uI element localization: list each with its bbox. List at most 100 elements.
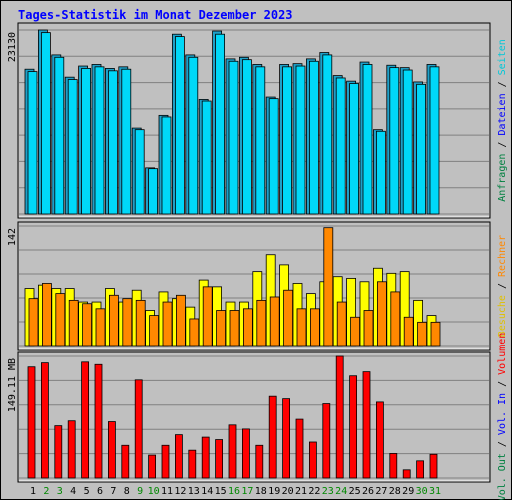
volume-bar-day-8 — [121, 444, 130, 479]
x-tick-label: 26 — [362, 486, 374, 497]
visits-bar-rechner-day-21 — [296, 308, 307, 347]
x-tick-label: 23 — [322, 486, 334, 497]
volume-bar-day-30 — [416, 460, 425, 479]
x-tick-label: 4 — [70, 486, 76, 497]
visits-bar-rechner-day-16 — [229, 310, 240, 347]
legend-segment: Vol. Out — [497, 453, 508, 500]
legend-segment: Volumen — [497, 333, 508, 375]
volume-bar-day-16 — [228, 424, 237, 479]
visits-bar-rechner-day-25 — [350, 316, 361, 347]
requests-bar-dateien-day-17 — [241, 59, 252, 215]
volume-bar-day-9 — [134, 379, 143, 479]
legend-segment: / — [497, 75, 508, 93]
visits-bar-rechner-day-20 — [283, 289, 294, 347]
legend-segment: Dateien — [497, 93, 508, 135]
legend-segment: / — [497, 375, 508, 393]
x-tick-label: 7 — [110, 486, 116, 497]
volume-panel-frame — [17, 351, 491, 483]
requests-bar-dateien-day-4 — [67, 79, 78, 215]
right-legend-top: Anfragen / Dateien / Seiten — [497, 39, 508, 202]
requests-bar-dateien-day-30 — [416, 83, 427, 215]
volume-bar-day-31 — [429, 453, 438, 479]
volume-bar-day-15 — [215, 439, 224, 479]
volume-bar-day-20 — [282, 398, 291, 479]
x-tick-label: 13 — [188, 486, 200, 497]
visits-bar-rechner-day-4 — [68, 299, 79, 347]
x-tick-label: 10 — [148, 486, 160, 497]
volume-bar-day-1 — [27, 366, 36, 479]
x-tick-label: 31 — [429, 486, 441, 497]
volume-bar-day-11 — [161, 444, 170, 479]
volume-bar-day-3 — [54, 425, 63, 479]
requests-bar-dateien-day-28 — [389, 67, 400, 215]
requests-bar-dateien-day-11 — [161, 116, 172, 215]
legend-segment: Vol. In — [497, 393, 508, 435]
visits-bar-rechner-day-5 — [82, 303, 92, 347]
x-tick-label: 17 — [241, 486, 253, 497]
visits-bar-rechner-day-11 — [162, 301, 173, 347]
x-tick-label: 3 — [57, 486, 63, 497]
y-max-label: 149.11 MB — [7, 358, 18, 412]
visits-panel-frame — [17, 221, 491, 351]
x-tick-label: 20 — [282, 486, 294, 497]
volume-bar-day-24 — [335, 355, 344, 479]
visits-bar-rechner-day-30 — [417, 321, 428, 347]
requests-bar-dateien-day-2 — [41, 32, 51, 215]
visits-bar-rechner-day-1 — [28, 298, 39, 347]
visits-bar-rechner-day-27 — [376, 281, 387, 347]
requests-bar-dateien-day-25 — [349, 83, 360, 215]
legend-segment: / — [497, 277, 508, 295]
x-tick-label: 11 — [161, 486, 173, 497]
volume-bar-day-28 — [389, 453, 398, 479]
visits-bar-rechner-day-24 — [336, 301, 347, 347]
requests-bar-dateien-day-9 — [134, 129, 145, 215]
visits-bar-rechner-day-17 — [242, 308, 253, 347]
visits-bar-rechner-day-29 — [403, 316, 414, 347]
requests-bar-dateien-day-16 — [228, 60, 239, 215]
x-tick-label: 8 — [124, 486, 130, 497]
legend-segment: Seiten — [497, 39, 508, 75]
visits-bar-rechner-day-22 — [309, 308, 320, 347]
x-tick-label: 6 — [97, 486, 103, 497]
volume-bar-day-10 — [148, 454, 157, 479]
requests-panel-frame — [17, 22, 491, 219]
visits-bar-rechner-day-23 — [323, 227, 334, 347]
requests-bar-dateien-day-29 — [402, 69, 413, 215]
x-tick-label: 21 — [295, 486, 307, 497]
right-legend-bottom: Vol. Out / Vol. In / Volumen — [497, 333, 508, 500]
x-tick-label: 30 — [416, 486, 428, 497]
visits-bar-rechner-day-19 — [269, 296, 280, 347]
x-tick-label: 29 — [402, 486, 414, 497]
x-tick-label: 5 — [84, 486, 90, 497]
right-legend-middle: Besuche / Rechner — [497, 235, 508, 337]
chart-title: Tages-Statistik im Monat Dezember 2023 — [18, 8, 293, 22]
x-tick-label: 28 — [389, 486, 401, 497]
visits-bar-rechner-day-6 — [95, 308, 106, 347]
requests-bar-dateien-day-19 — [268, 98, 279, 215]
requests-bar-dateien-day-23 — [322, 54, 333, 215]
visits-bar-rechner-day-31 — [430, 321, 441, 347]
visits-bar-rechner-day-8 — [122, 298, 133, 347]
requests-bar-dateien-day-21 — [295, 65, 306, 215]
legend-segment: Anfragen — [497, 154, 508, 202]
x-tick-label: 2 — [43, 486, 49, 497]
requests-bar-dateien-day-5 — [81, 68, 91, 215]
volume-bar-day-29 — [402, 469, 411, 479]
volume-bar-day-17 — [241, 428, 250, 479]
volume-bar-day-18 — [255, 444, 264, 479]
requests-bar-dateien-day-15 — [215, 33, 226, 215]
volume-bar-day-26 — [362, 371, 371, 479]
volume-bar-day-6 — [94, 363, 103, 479]
x-tick-label: 9 — [137, 486, 143, 497]
visits-bar-rechner-day-7 — [109, 294, 119, 347]
x-tick-label: 19 — [268, 486, 280, 497]
x-tick-label: 24 — [335, 486, 347, 497]
volume-bar-day-21 — [295, 418, 304, 479]
visits-bar-rechner-day-13 — [189, 318, 200, 347]
requests-bar-dateien-day-27 — [375, 130, 386, 215]
volume-bar-day-5 — [81, 361, 89, 479]
volume-bar-day-13 — [188, 449, 197, 479]
volume-bar-day-27 — [375, 401, 384, 479]
